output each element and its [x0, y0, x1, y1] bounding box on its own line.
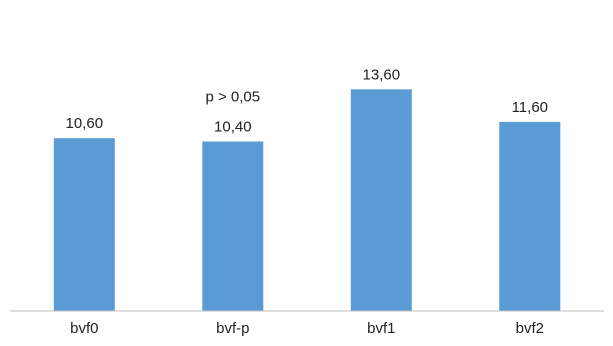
data-label-bvf2: 11,60 — [512, 99, 548, 116]
x-tick-label-bvf0: bvf0 — [70, 320, 98, 337]
data-label-bvf-p: 10,40 — [214, 119, 252, 136]
annotation-bvf-p: p > 0,05 — [205, 89, 260, 106]
x-tick-label-bvf-p: bvf-p — [216, 320, 249, 337]
data-label-bvf0: 10,60 — [66, 115, 104, 132]
x-tick-label-bvf2: bvf2 — [516, 320, 544, 337]
bar-bvf0 — [53, 138, 115, 311]
bar-bvf2 — [499, 121, 561, 312]
data-label-bvf1: 13,60 — [363, 66, 401, 83]
bar-bvf1 — [350, 89, 412, 311]
bar-bvf-p — [202, 141, 264, 311]
x-tick-label-bvf1: bvf1 — [367, 320, 395, 337]
